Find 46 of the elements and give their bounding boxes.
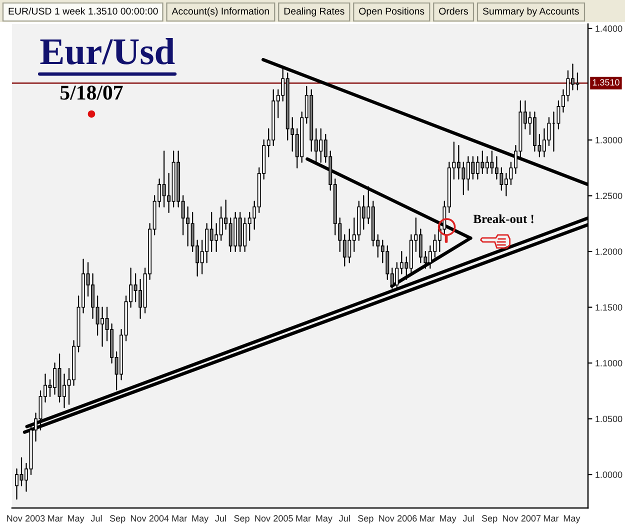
x-tick-label: Mar xyxy=(48,515,63,522)
x-tick-label: May xyxy=(192,515,209,524)
text: 5/18/07 xyxy=(60,86,123,100)
x-tick-label: 2006 xyxy=(398,515,417,522)
x-tick-label: Nov xyxy=(379,515,394,522)
chart-title: Eur/Usd xyxy=(40,38,175,65)
x-tick-label: Nov xyxy=(502,515,518,522)
x-tick-label: May xyxy=(440,515,456,524)
y-tick-label: 1.0500 xyxy=(596,416,622,422)
text: Summary by Accounts xyxy=(482,7,579,17)
text: Account(s) Information xyxy=(172,7,269,17)
x-tick-label: Sep xyxy=(482,515,498,524)
y-tick-label: 1.0000 xyxy=(596,472,622,478)
x-tick-label: Mar xyxy=(420,515,435,522)
text: EUR/USD 1 week 1.3510 00:00:00 xyxy=(8,7,158,15)
x-tick-label: 2007 xyxy=(521,515,541,522)
x-tick-label: Sep xyxy=(358,515,374,524)
x-tick-label: Jul xyxy=(90,514,102,522)
y-tick-label: 1.1000 xyxy=(596,360,622,366)
y-tick-label: 1.2500 xyxy=(596,192,622,200)
x-tick-label: Jul xyxy=(462,514,474,522)
x-tick-label: Nov xyxy=(130,515,146,522)
annotation: Break-out ! xyxy=(473,214,534,224)
x-tick-label: 2003 xyxy=(25,515,45,522)
x-tick-label: Sep xyxy=(234,515,250,524)
x-tick-label: 2005 xyxy=(274,515,293,522)
y-tick-label: 1.4000 xyxy=(596,25,622,32)
x-tick-label: 2004 xyxy=(149,515,169,522)
text: Open Positions xyxy=(359,7,424,17)
x-tick-label: May xyxy=(68,515,84,524)
x-tick-label: Mar xyxy=(296,515,311,522)
text: Dealing Rates xyxy=(284,7,344,17)
x-tick-label: May xyxy=(564,515,580,524)
text: Orders xyxy=(439,7,468,15)
x-tick-label: May xyxy=(316,515,332,524)
x-tick-label: Jul xyxy=(339,514,350,522)
x-tick-label: Mar xyxy=(172,515,187,522)
x-tick-label: Mar xyxy=(544,515,559,522)
y-tick-label: 1.1500 xyxy=(596,304,622,311)
x-tick-label: Nov xyxy=(255,515,270,522)
x-tick-label: Nov xyxy=(7,515,22,522)
ref-line-label: 1.3510 xyxy=(592,79,620,86)
y-tick-label: 1.3000 xyxy=(596,136,622,144)
x-tick-label: Sep xyxy=(110,515,126,524)
x-tick-label: Jul xyxy=(215,514,226,522)
y-tick-label: 1.2000 xyxy=(596,248,622,255)
